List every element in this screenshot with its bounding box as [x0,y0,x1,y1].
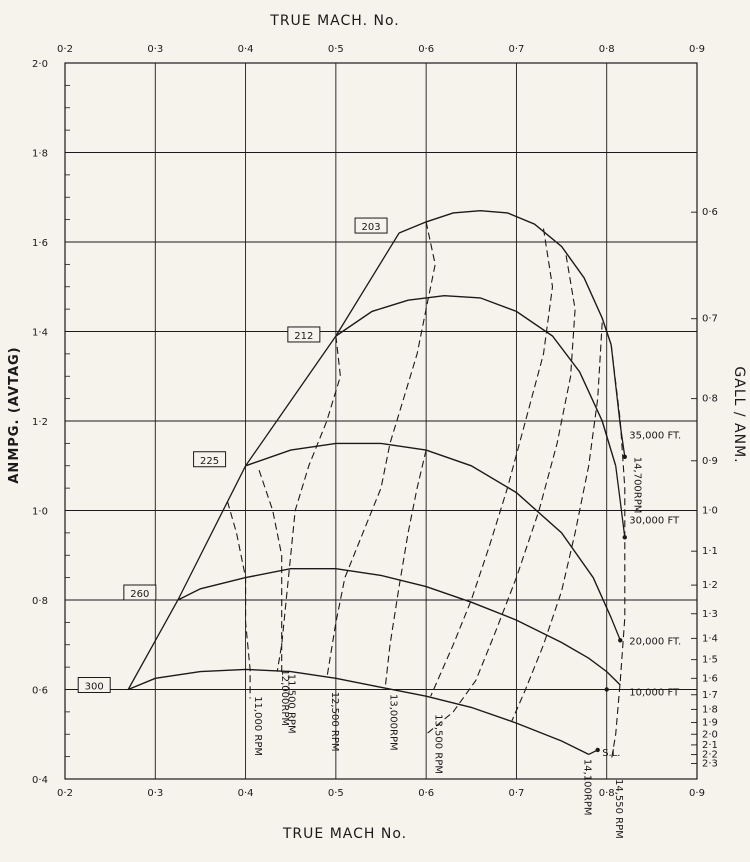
right-tick-label: 1·6 [702,673,718,684]
right-tick-label: 2·3 [702,758,718,769]
grid [64,62,698,780]
data-curves [127,209,627,762]
tick-labels: 0·2 0·2 0·3 0·3 0·4 0·4 0·5 0·5 0·6 0·6 0·7 0·7 0·8 0… [32,44,718,799]
rpm-line [326,221,436,679]
x-tick-label-bottom: 0·9 [689,788,705,799]
x-tick-label-top: 0·5 [328,44,344,55]
weight-label-box [193,451,227,468]
right-tick-label: 1·8 [702,704,718,715]
right-tick-label: 2·0 [702,729,718,740]
x-tick-label-bottom: 0·5 [328,788,344,799]
x-tick-label-top: 0·2 [57,44,73,55]
altitude-point [618,638,623,643]
weight-label-box [354,217,388,234]
x-tick-label-bottom: 0·6 [418,788,434,799]
right-tick-label: 0·6 [702,207,718,218]
rpm-line [226,501,251,699]
x-tick-label-bottom: 0·7 [508,788,524,799]
x-axis-title-bottom: TRUE MACH No. [282,826,407,842]
altitude-label: 35,000 FT. [629,430,681,441]
rpm-line [511,322,603,722]
weight-label: 260 [130,589,149,600]
altitude-label: S.L. [602,748,620,759]
right-tick-label: 1·4 [702,633,718,644]
weight-label-box [287,326,321,343]
right-tick-label: 1·5 [702,655,718,666]
y-tick-label: 0·4 [32,775,48,786]
x-tick-label-bottom: 0·2 [57,788,73,799]
x-tick-label-bottom: 0·3 [147,788,163,799]
y-tick-label: 1·4 [32,328,48,339]
weight-label: 300 [85,682,104,693]
weight-label: 212 [294,331,313,342]
weight-curve [127,668,590,756]
rpm-line [610,344,626,762]
weight-label-box [77,677,111,693]
y-tick-label: 1·8 [32,149,48,160]
rpm-label: 12,500 RPM [329,692,340,752]
curve-labels: 203 212 225 260 300 35,000 FT. 30,000 FT 20,000… [77,217,681,839]
x-tick-label-top: 0·7 [508,44,524,55]
rpm-line [384,449,427,686]
x-tick-label-top: 0·8 [599,44,615,55]
right-tick-label: 1·2 [702,580,718,591]
envelope-line [127,232,400,690]
x-tick-label-bottom: 0·8 [599,788,615,799]
weight-label: 225 [200,456,219,467]
rpm-label: 14,100RPM [582,759,593,816]
weight-curve [398,209,612,346]
y-tick-label: 1·2 [32,417,48,428]
weight-curve [335,294,617,467]
rpm-label: 12,000RPM [279,669,290,726]
rpm-line [425,255,576,735]
rpm-line [258,470,283,677]
x-tick-label-top: 0·6 [418,44,434,55]
y-tick-label: 0·8 [32,596,48,607]
right-tick-label: 0·7 [702,314,718,325]
rpm-line [276,335,341,672]
rpm-label: 14,550 RPM [613,779,624,839]
rpm-line [430,228,554,697]
altitude-point [622,454,627,459]
right-tick-label: 1·9 [702,717,718,728]
x-axis-title-top: TRUE MACH. No. [269,13,399,29]
y-tick-label: 1·6 [32,238,48,249]
weight-curve [245,442,612,619]
right-tick-label: 1·0 [702,506,718,517]
right-tick-label: 0·8 [702,394,718,405]
weight-label-box [123,584,157,601]
altitude-curve [610,617,621,641]
y-axis-title-right: GALL / ANM. [731,366,747,463]
right-tick-label: 2·2 [702,750,718,761]
y-axis-title-left: ANMPG. (AVTAG) [7,346,22,483]
rpm-label: 13,500 RPM [433,714,444,774]
rpm-label: 11,000 RPM [252,696,263,756]
altitude-curve [615,465,626,538]
altitude-label: 10,000 FT [629,688,680,699]
altitude-point [595,747,600,753]
rpm-label: 14,700RPM [631,457,642,514]
right-tick-label: 1·7 [702,690,718,701]
x-tick-label-top: 0·9 [689,44,705,55]
rpm-label: 11,500 RPM [286,674,297,734]
right-tick-label: 1·1 [702,546,718,557]
rpm-label: 13,000RPM [388,694,399,751]
x-tick-label-bottom: 0·4 [238,788,254,799]
x-tick-label-top: 0·4 [238,44,254,55]
altitude-label: 30,000 FT [629,515,680,526]
y-tick-label: 2·0 [32,59,48,70]
x-tick-label-top: 0·3 [147,44,163,55]
right-tick-label: 0·9 [702,456,718,467]
altitude-point [604,687,609,692]
right-tick-label: 1·3 [702,609,718,620]
altitude-label: 20,000 FT. [629,636,681,647]
weight-label: 203 [362,222,381,233]
y-tick-label: 1·0 [32,507,48,518]
y-tick-label: 0·6 [32,686,48,697]
right-tick-label: 2·1 [702,740,718,751]
